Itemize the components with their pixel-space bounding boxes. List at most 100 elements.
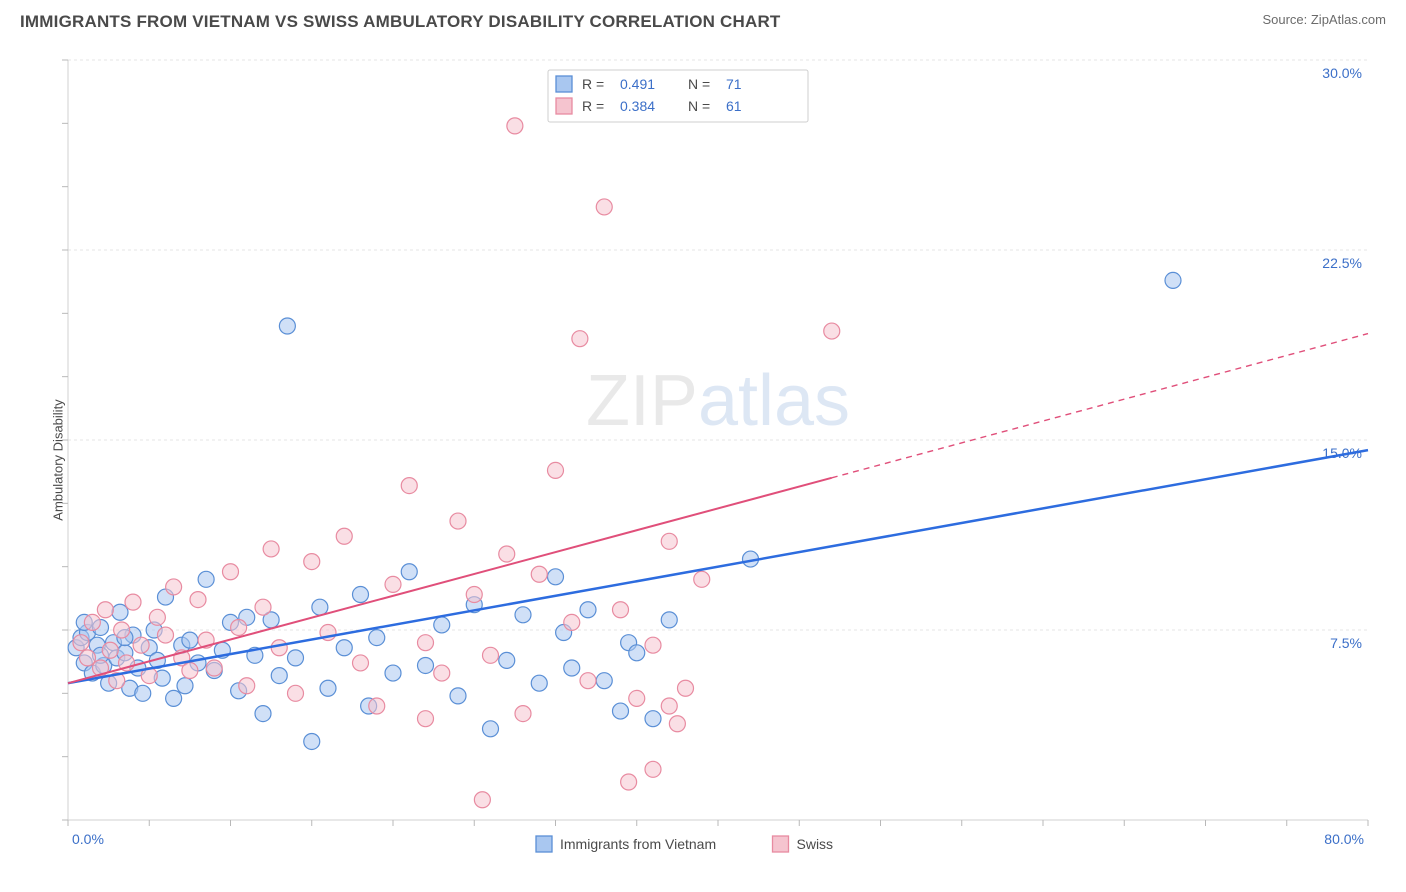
data-point [418,635,434,651]
data-point [629,690,645,706]
data-point [190,592,206,608]
data-point [564,614,580,630]
data-point [158,627,174,643]
data-point [336,528,352,544]
data-point [336,640,352,656]
data-point [271,640,287,656]
data-point [271,668,287,684]
y-axis-title: Ambulatory Disability [51,399,66,520]
data-point [312,599,328,615]
data-point [418,657,434,673]
y-tick-label: 7.5% [1330,635,1362,651]
legend-bottom-label: Immigrants from Vietnam [560,836,716,852]
data-point [694,571,710,587]
data-point [401,478,417,494]
data-point [263,541,279,557]
data-point [531,566,547,582]
data-point [133,637,149,653]
data-point [385,576,401,592]
data-point [385,665,401,681]
data-point [499,546,515,562]
data-point [223,564,239,580]
data-point [166,579,182,595]
chart-container: Ambulatory Disability 7.5%15.0%22.5%30.0… [48,50,1388,870]
data-point [434,665,450,681]
data-point [353,655,369,671]
data-point [507,118,523,134]
data-point [678,680,694,696]
data-point [80,650,96,666]
data-point [177,678,193,694]
legend-r-value: 0.491 [620,76,655,92]
legend-swatch [556,76,572,92]
legend-r-value: 0.384 [620,98,655,114]
legend-n-label: N = [688,76,710,92]
x-min-label: 0.0% [72,831,104,847]
data-point [483,647,499,663]
data-point [369,698,385,714]
data-point [369,630,385,646]
source-label: Source: ZipAtlas.com [1262,12,1386,27]
legend-n-label: N = [688,98,710,114]
legend-n-value: 61 [726,98,742,114]
trend-line [68,478,832,683]
data-point [320,680,336,696]
data-point [450,513,466,529]
trend-line [68,450,1368,683]
data-point [580,673,596,689]
data-point [288,650,304,666]
legend-bottom-label: Swiss [797,836,834,852]
data-point [645,761,661,777]
data-point [125,594,141,610]
data-point [661,533,677,549]
data-point [596,673,612,689]
data-point [531,675,547,691]
data-point [255,599,271,615]
chart-title: IMMIGRANTS FROM VIETNAM VS SWISS AMBULAT… [20,12,781,32]
data-point [515,706,531,722]
data-point [304,554,320,570]
data-point [474,792,490,808]
data-point [418,711,434,727]
data-point [669,716,685,732]
data-point [450,688,466,704]
data-point [198,571,214,587]
data-point [279,318,295,334]
data-point [515,607,531,623]
data-point [466,587,482,603]
data-point [613,602,629,618]
data-point [661,698,677,714]
data-point [97,602,113,618]
data-point [304,733,320,749]
data-point [255,706,271,722]
data-point [580,602,596,618]
data-point [629,645,645,661]
data-point [613,703,629,719]
data-point [135,685,151,701]
y-tick-label: 30.0% [1322,65,1362,81]
data-point [84,614,100,630]
data-point [73,635,89,651]
watermark: ZIPatlas [586,361,850,441]
data-point [621,774,637,790]
data-point [401,564,417,580]
data-point [239,678,255,694]
data-point [661,612,677,628]
data-point [548,569,564,585]
legend-bottom-swatch [773,836,789,852]
legend-r-label: R = [582,76,604,92]
data-point [499,652,515,668]
data-point [102,642,118,658]
scatter-chart: 7.5%15.0%22.5%30.0%ZIPatlas0.0%80.0%R =0… [48,50,1388,880]
source-name: ZipAtlas.com [1311,12,1386,27]
data-point [596,199,612,215]
data-point [824,323,840,339]
y-tick-label: 22.5% [1322,255,1362,271]
data-point [572,331,588,347]
data-point [1165,272,1181,288]
data-point [182,632,198,648]
data-point [206,660,222,676]
data-point [182,663,198,679]
data-point [645,711,661,727]
trend-line-dashed [832,334,1368,478]
